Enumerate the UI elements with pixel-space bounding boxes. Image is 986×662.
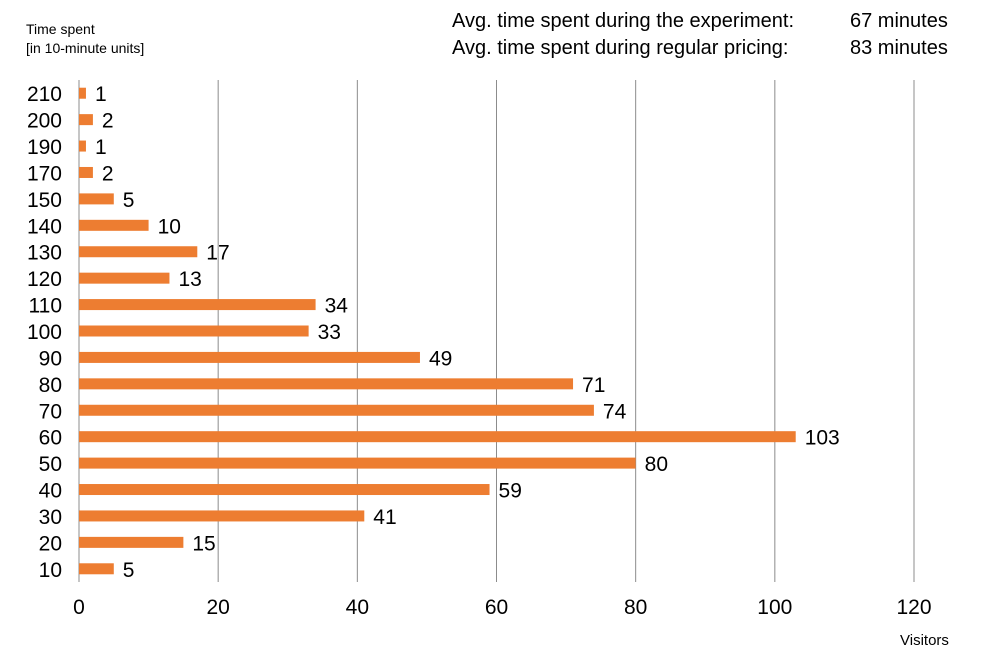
bar-50	[79, 457, 636, 469]
data-label-130: 17	[206, 242, 229, 265]
y-tick-label-70: 70	[39, 400, 62, 423]
bar-10	[79, 563, 114, 575]
bar-140	[79, 219, 149, 231]
y-axis-title-line-2: [in 10-minute units]	[26, 40, 145, 56]
y-tick-label-90: 90	[39, 347, 62, 370]
x-axis-title: Visitors	[900, 632, 949, 649]
data-label-50: 80	[645, 453, 668, 476]
data-label-110: 34	[325, 295, 349, 318]
bar-90	[79, 351, 420, 363]
y-tick-label-10: 10	[39, 559, 62, 582]
data-label-60: 103	[805, 427, 840, 450]
bar-150	[79, 193, 114, 205]
data-label-210: 1	[95, 83, 107, 106]
stat-value-experiment: 67 minutes	[850, 10, 948, 32]
data-label-190: 1	[95, 136, 107, 159]
x-tick-label-100: 100	[757, 596, 792, 619]
bar-100	[79, 325, 309, 337]
x-tick-label-20: 20	[206, 596, 229, 619]
y-tick-label-210: 210	[27, 83, 62, 106]
bar-30	[79, 510, 365, 522]
y-tick-label-120: 120	[27, 268, 62, 291]
y-tick-label-140: 140	[27, 215, 62, 238]
data-label-140: 10	[158, 215, 181, 238]
bar-120	[79, 272, 170, 284]
y-tick-label-40: 40	[39, 480, 62, 503]
data-label-120: 13	[178, 268, 201, 291]
bar-110	[79, 299, 316, 311]
stat-label-experiment: Avg. time spent during the experiment:	[452, 10, 795, 32]
x-tick-label-40: 40	[346, 596, 369, 619]
stat-row-experiment: Avg. time spent during the experiment: 6…	[452, 8, 948, 35]
x-tick-label-60: 60	[485, 596, 508, 619]
data-label-150: 5	[123, 189, 135, 212]
y-tick-label-60: 60	[39, 427, 62, 450]
bar-40	[79, 484, 490, 496]
y-tick-label-170: 170	[27, 162, 62, 185]
data-label-10: 5	[123, 559, 135, 582]
bar-70	[79, 404, 594, 416]
data-label-70: 74	[603, 400, 627, 423]
y-tick-label-20: 20	[39, 532, 62, 555]
bar-170	[79, 166, 93, 178]
y-tick-label-50: 50	[39, 453, 62, 476]
y-axis-title: Time spent [in 10-minute units]	[26, 20, 144, 58]
bar-130	[79, 246, 198, 258]
bar-190	[79, 140, 86, 152]
y-tick-label-130: 130	[27, 242, 62, 265]
data-label-170: 2	[102, 162, 114, 185]
data-label-100: 33	[318, 321, 341, 344]
data-label-80: 71	[582, 374, 605, 397]
y-tick-label-30: 30	[39, 506, 62, 529]
y-tick-label-100: 100	[27, 321, 62, 344]
y-tick-label-190: 190	[27, 136, 62, 159]
stat-row-regular: Avg. time spent during regular pricing: …	[452, 35, 948, 62]
bar-210	[79, 87, 86, 99]
bar-80	[79, 378, 574, 390]
y-tick-label-110: 110	[29, 295, 62, 318]
y-axis-title-line-1: Time spent	[26, 21, 95, 37]
bar-60	[79, 431, 796, 443]
x-tick-label-80: 80	[624, 596, 647, 619]
data-label-20: 15	[192, 532, 215, 555]
bar-200	[79, 114, 93, 126]
stat-label-regular: Avg. time spent during regular pricing:	[452, 37, 789, 59]
bar-20	[79, 536, 184, 548]
y-tick-label-80: 80	[39, 374, 62, 397]
y-tick-label-150: 150	[27, 189, 62, 212]
stat-value-regular: 83 minutes	[850, 37, 948, 59]
y-tick-label-200: 200	[27, 110, 62, 133]
data-label-200: 2	[102, 110, 114, 133]
x-tick-label-120: 120	[896, 596, 931, 619]
data-label-90: 49	[429, 347, 452, 370]
data-label-30: 41	[373, 506, 396, 529]
stats-annotation: Avg. time spent during the experiment: 6…	[452, 8, 948, 62]
x-tick-label-0: 0	[73, 596, 85, 619]
data-label-40: 59	[499, 480, 522, 503]
